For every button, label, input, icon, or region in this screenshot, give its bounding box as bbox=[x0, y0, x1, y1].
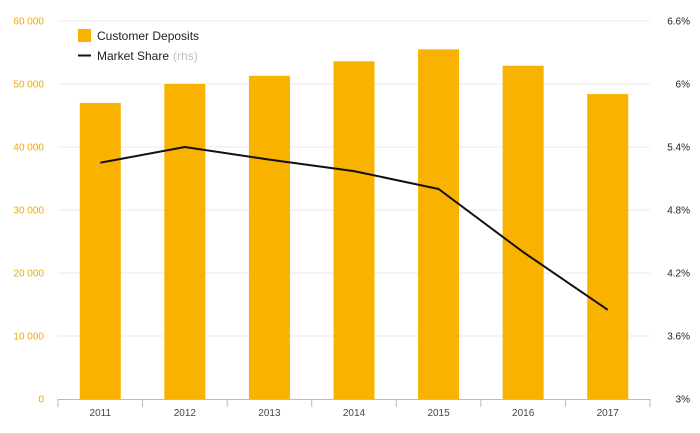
bar-customer-deposits bbox=[164, 84, 206, 399]
y-right-tick-label: 4.2% bbox=[667, 269, 690, 280]
x-tick-label: 2013 bbox=[258, 408, 281, 419]
legend-label-deposits: Customer Deposits bbox=[97, 29, 199, 43]
bar-customer-deposits bbox=[418, 49, 460, 399]
bar-customer-deposits bbox=[248, 75, 290, 399]
y-left-tick-label: 40 000 bbox=[13, 143, 44, 154]
market-share-line-group bbox=[100, 146, 609, 311]
y-right-tick-label: 6.6% bbox=[667, 17, 690, 28]
y-left-tick-label: 10 000 bbox=[13, 332, 44, 343]
y-right-tick-label: 6% bbox=[676, 80, 691, 91]
bar-customer-deposits bbox=[587, 94, 629, 399]
axes: 0 3% 10 000 3.6% 20 000 4.2% 30 000 4.8% 40 000 5… bbox=[13, 17, 690, 420]
x-tick-label: 2012 bbox=[174, 408, 197, 419]
y-left-tick-label: 0 bbox=[38, 395, 44, 406]
deposit-bars bbox=[79, 49, 629, 400]
x-tick-label: 2017 bbox=[597, 408, 620, 419]
x-tick-label: 2016 bbox=[512, 408, 535, 419]
x-tick-label: 2011 bbox=[90, 408, 112, 419]
legend: Customer Deposits Market Share (rhs) bbox=[78, 29, 199, 63]
x-tick-label: 2014 bbox=[343, 408, 366, 419]
bar-customer-deposits bbox=[333, 61, 375, 399]
y-right-tick-label: 3% bbox=[676, 395, 691, 406]
y-left-tick-label: 30 000 bbox=[13, 206, 44, 217]
bar-customer-deposits bbox=[502, 65, 544, 399]
legend-swatch-deposits bbox=[78, 29, 91, 42]
legend-label-market-share: Market Share bbox=[97, 49, 169, 63]
y-right-tick-label: 3.6% bbox=[667, 332, 690, 343]
svg-text:Market Share(rhs): Market Share (rhs) bbox=[97, 49, 198, 63]
y-right-tick-label: 4.8% bbox=[667, 206, 690, 217]
bar-customer-deposits bbox=[79, 102, 121, 400]
y-left-tick-label: 60 000 bbox=[13, 17, 44, 28]
y-left-tick-label: 20 000 bbox=[13, 269, 44, 280]
legend-rhs-note: (rhs) bbox=[173, 49, 198, 63]
y-left-tick-label: 50 000 bbox=[13, 80, 44, 91]
x-tick-label: 2015 bbox=[427, 408, 450, 419]
line-market-share bbox=[100, 146, 609, 311]
y-right-tick-label: 5.4% bbox=[667, 143, 690, 154]
